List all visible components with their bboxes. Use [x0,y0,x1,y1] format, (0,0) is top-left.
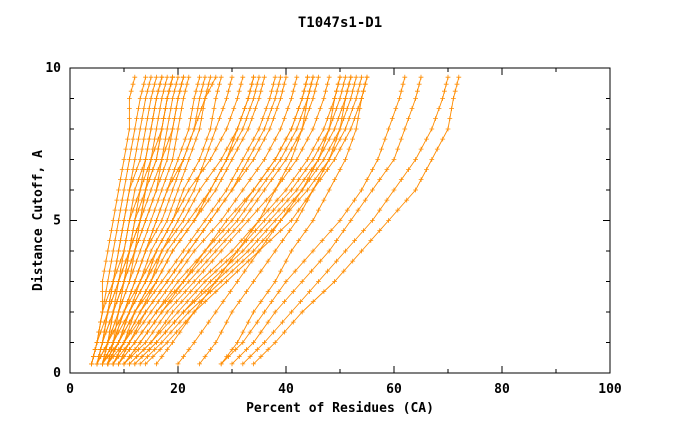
data-series-markers [240,74,451,367]
x-tick-label: 0 [66,382,74,397]
data-series-markers [121,74,310,367]
data-series-markers [116,74,283,367]
data-series-markers [105,74,219,367]
y-axis-label: Distance Cutoff, A [31,150,46,291]
y-tick-label: 5 [53,214,61,229]
data-series-markers [110,74,256,367]
data-series-markers [218,74,408,367]
x-tick-label: 20 [170,382,186,397]
data-series-markers [94,74,175,367]
chart-title: T1047s1-D1 [298,15,382,31]
data-series-markers [197,74,354,367]
data-series-markers [229,74,424,367]
data-series-line [118,77,282,365]
y-tick-label: 10 [45,61,61,76]
data-series-markers [175,74,343,367]
data-series-markers [154,74,316,367]
x-tick-label: 80 [494,382,510,397]
x-tick-label: 40 [278,382,294,397]
x-axis-label: Percent of Residues (CA) [246,401,434,416]
data-series-markers [251,74,462,367]
data-series-markers [100,74,186,367]
x-tick-label: 60 [386,382,402,397]
x-tick-label: 100 [598,382,622,397]
y-tick-label: 0 [53,366,61,381]
